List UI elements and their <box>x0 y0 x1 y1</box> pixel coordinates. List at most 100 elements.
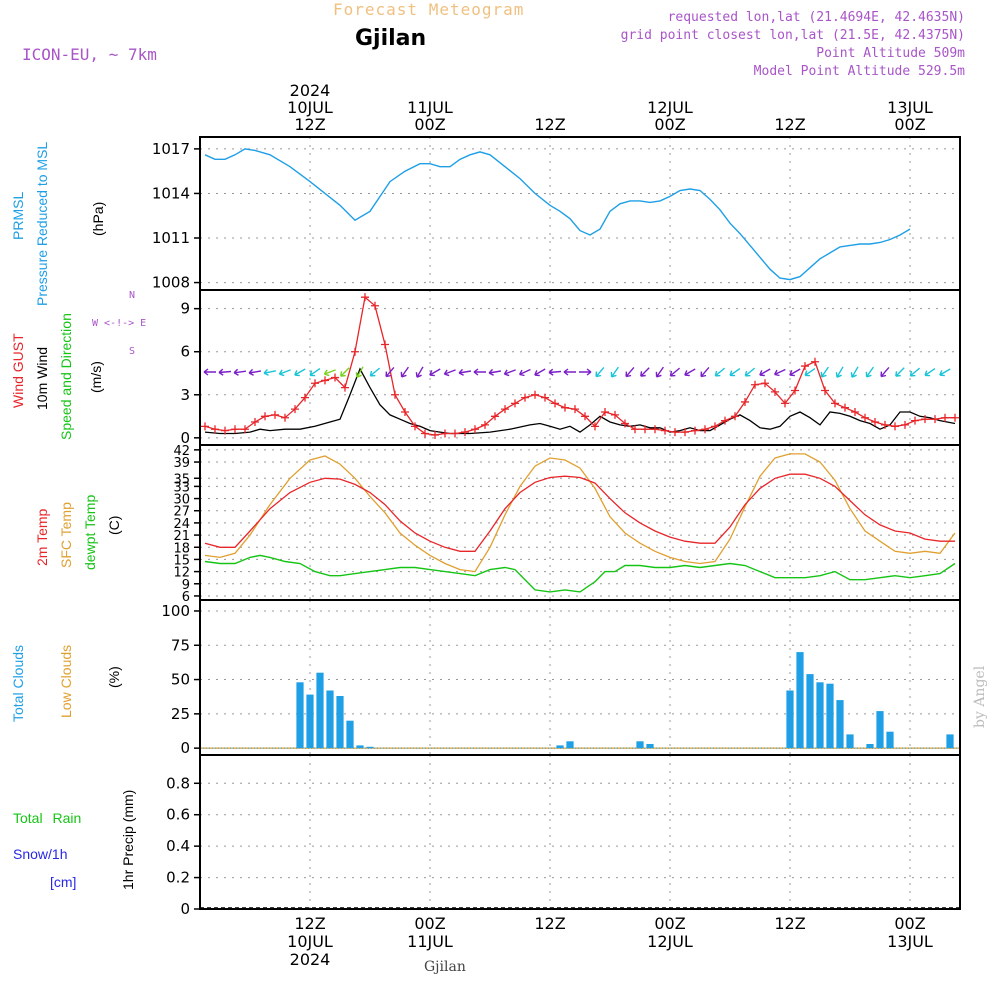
pressure-ytick-label: 1017 <box>152 140 190 158</box>
wind-direction-arrow <box>203 368 216 376</box>
wind-gust-marker <box>531 390 539 399</box>
wind-ytick-label: 6 <box>180 343 190 361</box>
wind-direction-arrow <box>714 367 726 377</box>
temp-unit: (C) <box>106 515 122 535</box>
wind-gust-marker <box>741 397 749 406</box>
temp-ytick-label: 18 <box>173 541 190 556</box>
wind-gust-marker <box>851 407 859 416</box>
pressure-label-prmsl: PRMSL <box>10 191 26 240</box>
wind-gust-marker <box>841 403 849 412</box>
precip-ytick-label: 0.2 <box>166 869 190 887</box>
wind-direction-arrow <box>924 368 936 377</box>
wind-gust-marker <box>861 413 869 422</box>
wind-ytick-label: 3 <box>180 386 190 404</box>
top-time-label: 12JUL <box>647 98 693 117</box>
pressure-label-msl: Pressure Reduced to MSL <box>34 141 50 306</box>
requested-coords: requested lon,lat (21.4694E, 42.4635N) <box>667 10 965 25</box>
total-clouds-bar <box>816 682 824 749</box>
temp-ytick-label: 42 <box>173 444 190 459</box>
pressure-unit: (hPa) <box>90 201 106 236</box>
wind-gust-marker <box>341 383 349 392</box>
bottom-time-label: 12Z <box>294 914 325 933</box>
temp-ytick-label: 35 <box>173 472 190 487</box>
wind-direction-arrow <box>458 368 472 376</box>
snow-label: Snow/1h <box>13 846 68 862</box>
wind-gust-marker <box>471 425 479 434</box>
wind-gust-marker <box>731 412 739 421</box>
clouds-ytick-label: 0 <box>180 739 190 757</box>
wind-gust-marker <box>681 428 689 437</box>
temp-ytick-label: 33 <box>173 480 190 495</box>
top-time-label: 2024 <box>290 81 331 100</box>
wind-gust-marker <box>811 357 819 366</box>
wind-gust-marker <box>301 393 309 402</box>
bottom-time-label: 00Z <box>654 914 685 933</box>
wind-direction-arrow <box>579 368 592 376</box>
wind-direction-label: Speed and Direction <box>58 313 74 440</box>
t2m-label: 2m Temp <box>34 508 50 566</box>
total-clouds-bar <box>846 734 854 749</box>
clouds-ytick-label: 50 <box>171 671 190 689</box>
snow-unit: [cm] <box>50 874 77 890</box>
wind-direction-arrow <box>909 367 921 377</box>
wind-direction-arrow <box>820 366 829 378</box>
wind-gust-marker <box>671 428 679 437</box>
wind-gust-marker <box>761 379 769 388</box>
wind-ytick-label: 9 <box>180 300 190 318</box>
total-clouds-bar <box>806 674 814 749</box>
precip-unit: 1hr Precip (mm) <box>120 789 136 890</box>
wind-direction-arrow <box>503 369 516 377</box>
dewpt-label: dewpt Temp <box>82 494 98 570</box>
top-time-label: 11JUL <box>407 98 453 117</box>
low-clouds-label: Low Clouds <box>58 644 74 718</box>
wind-gust-marker <box>281 413 289 422</box>
precip-ytick-label: 0.8 <box>166 774 190 792</box>
wind-ytick-label: 0 <box>180 429 190 447</box>
wind-direction-arrow <box>429 368 441 377</box>
wind-gust-line <box>204 295 955 436</box>
bottom-time-label: 11JUL <box>407 932 453 951</box>
pressure-ytick-label: 1008 <box>152 274 190 292</box>
total-clouds-bar <box>786 690 794 749</box>
wind-gust-marker <box>701 425 709 434</box>
wind-direction-arrow <box>850 366 859 378</box>
wind-direction-arrow <box>340 367 350 377</box>
wind-direction-arrow <box>563 368 576 376</box>
total-clouds-label: Total Clouds <box>10 644 26 722</box>
wind-direction-arrow <box>415 366 424 378</box>
total-clouds-bar <box>836 700 844 749</box>
wind-direction-arrow <box>248 368 262 376</box>
model-altitude: Model Point Altitude 529.5m <box>753 64 965 79</box>
wind-gust-marker <box>241 425 249 434</box>
footer-location: Gjilan <box>424 959 466 975</box>
wind-gust-marker <box>911 416 919 425</box>
clouds-ytick-label: 75 <box>171 636 190 654</box>
wind-direction-arrow <box>548 368 562 376</box>
temp-ytick-label: 24 <box>173 517 190 532</box>
series-layer <box>200 148 960 910</box>
top-time-label: 00Z <box>894 115 925 134</box>
dewpt-line <box>204 554 956 593</box>
wind-gust-marker <box>881 420 889 429</box>
wind-unit: (m/s) <box>88 361 104 393</box>
wind-gust-marker <box>931 415 939 424</box>
total-clouds-bar <box>646 744 654 749</box>
wind-gust-marker <box>571 405 579 414</box>
temp-ytick-label: 27 <box>173 505 190 520</box>
wind-gust-marker <box>521 393 529 402</box>
wind-gust-marker <box>321 376 329 385</box>
wind-direction-arrow <box>369 367 381 377</box>
precip-ytick-label: 0.4 <box>166 837 190 855</box>
total-clouds-bar <box>946 734 954 749</box>
wind-gust-marker <box>501 405 509 414</box>
wind-gust-marker <box>451 429 459 438</box>
wind-direction-arrow <box>773 368 786 377</box>
total-clouds-bar <box>336 696 344 749</box>
total-clouds-bar <box>316 672 324 749</box>
wind-direction-arrow <box>610 366 619 378</box>
wind-gust-label: Wind GUST <box>10 333 26 408</box>
wind-gust-marker <box>801 362 809 371</box>
wind-gust-marker <box>921 415 929 424</box>
wind-direction-arrow <box>218 368 232 376</box>
wind-direction-arrow <box>880 366 890 378</box>
